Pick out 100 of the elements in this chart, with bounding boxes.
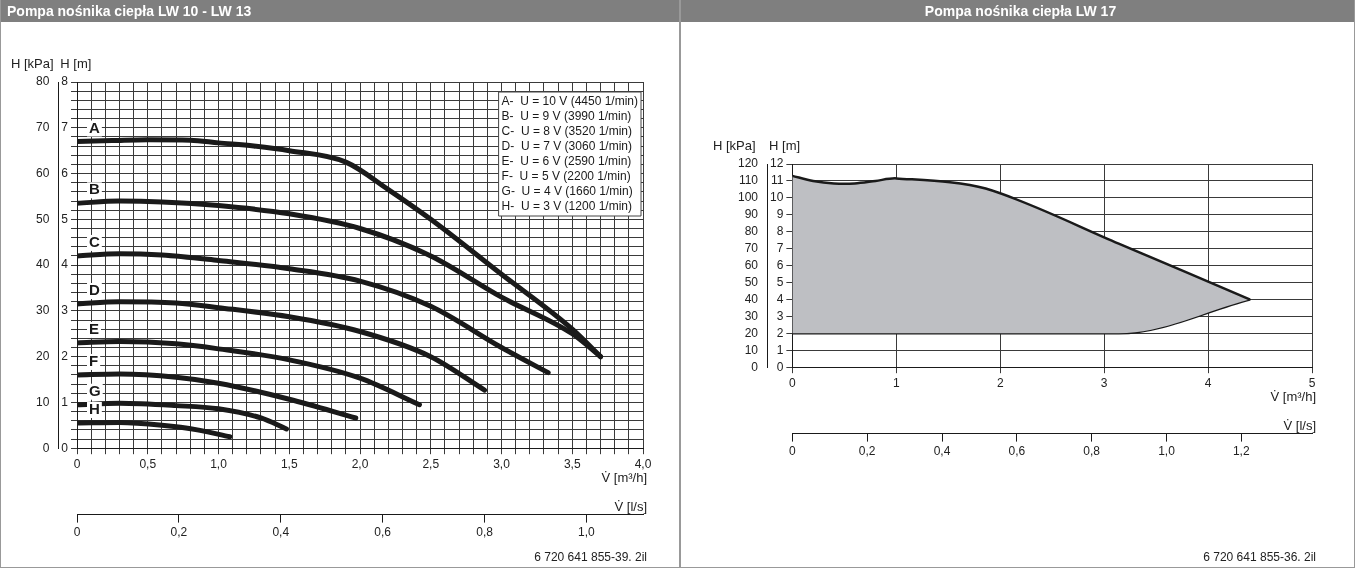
y-tick-label: 6 (61, 165, 69, 180)
x-tick-label: 1 (892, 375, 900, 390)
series-label: C (89, 233, 101, 251)
y-tick-label: 2 (61, 348, 69, 363)
y-tick-label: 10 (770, 190, 784, 205)
y-tick-label: 12 (770, 156, 784, 171)
text: 6 720 641 855-39. 2il (534, 550, 647, 564)
y2-tick-label: 80 (744, 224, 759, 239)
x-tick-label: 2,5 (422, 456, 440, 471)
x-tick-label: 2,0 (351, 456, 369, 471)
y-tick-label: 5 (61, 211, 69, 226)
x-tick-label: 0,5 (139, 456, 157, 471)
x-axis-title: V̇ [m³/h] (601, 470, 647, 486)
y-tick-label: 0 (776, 359, 784, 374)
x2-tick-label: 0,4 (933, 444, 951, 459)
y-tick-label: 1 (61, 394, 69, 409)
y-tick-label: 4 (776, 291, 784, 306)
chart-title: Pompa nośnika ciepła LW 10 - LW 13 (1, 0, 679, 22)
text: 6 720 641 855-36. 2il (1203, 550, 1316, 564)
y-axis-title: H [m] (60, 56, 92, 71)
y2-tick-label: 80 (35, 74, 50, 89)
x-tick-label: 2 (996, 375, 1004, 390)
annotation: F- U = 5 V (2200 1/min) (501, 168, 631, 183)
y-tick-label: 4 (61, 257, 69, 272)
y2-tick-label: 20 (35, 348, 50, 363)
chart-title: Pompa nośnika ciepła LW 17 (681, 0, 1354, 22)
y2-axis-title: H [kPa] (11, 56, 54, 71)
y2-tick-label: 60 (744, 257, 759, 272)
y-tick-label: 8 (61, 74, 69, 89)
y-tick-label: 0 (61, 440, 69, 455)
x2-tick-label: 0,2 (858, 444, 876, 459)
series-label: E (89, 320, 100, 338)
y-tick-label: 6 (776, 257, 784, 272)
y2-tick-label: 30 (35, 303, 50, 318)
y2-axis-title: H [kPa] (713, 138, 756, 153)
x-tick-label: 1,0 (210, 456, 228, 471)
y2-tick-label: 70 (35, 120, 50, 135)
x-tick-label: 0 (789, 375, 797, 390)
annotation: D- U = 7 V (3060 1/min) (501, 138, 632, 153)
y-tick-label: 7 (776, 240, 784, 255)
x-tick-label: 3,0 (493, 456, 511, 471)
y-tick-label: 2 (776, 325, 784, 340)
series-label: H (89, 400, 100, 418)
y-axis-title: H [m] (769, 138, 801, 153)
y2-tick-label: 30 (744, 308, 759, 323)
y-tick-label: 3 (776, 308, 784, 323)
y2-tick-label: 110 (738, 173, 759, 188)
y2-tick-label: 0 (751, 359, 759, 374)
annotation: C- U = 8 V (3520 1/min) (501, 123, 632, 138)
x-tick-label: 3,5 (563, 456, 581, 471)
series-label: A (89, 118, 101, 136)
x-tick-label: 1,5 (280, 456, 298, 471)
annotation: A- U = 10 V (4450 1/min) (501, 93, 639, 108)
x-tick-label: 4 (1204, 375, 1212, 390)
y2-tick-label: 50 (744, 274, 759, 289)
y2-tick-label: 0 (42, 440, 50, 455)
series-label: F (89, 352, 99, 370)
y-tick-label: 3 (61, 303, 69, 318)
annotation: H- U = 3 V (1200 1/min) (501, 198, 632, 213)
y2-tick-label: 10 (35, 394, 50, 409)
x-tick-label: 3 (1100, 375, 1108, 390)
y2-tick-label: 40 (35, 257, 50, 272)
y2-tick-label: 120 (737, 156, 759, 171)
x2-tick-label: 0,8 (476, 525, 494, 540)
series-label: B (89, 180, 101, 198)
x2-tick-label: 0,6 (1008, 444, 1026, 459)
annotation: G- U = 4 V (1660 1/min) (501, 183, 633, 198)
y-tick-label: 7 (61, 120, 69, 135)
x2-tick-label: 0,8 (1083, 444, 1101, 459)
x2-tick-label: 0 (789, 444, 797, 459)
x2-tick-label: 1,2 (1232, 444, 1250, 459)
x2-tick-label: 0,6 (374, 525, 392, 540)
y2-tick-label: 40 (744, 291, 759, 306)
series-label: G (89, 381, 101, 399)
x2-tick-label: 0 (73, 525, 81, 540)
y2-tick-label: 100 (737, 190, 759, 205)
x2-tick-label: 1,0 (578, 525, 596, 540)
y-tick-label: 1 (776, 342, 784, 357)
x-tick-label: 4,0 (634, 456, 652, 471)
x2-tick-label: 1,0 (1158, 444, 1176, 459)
y-tick-label: 8 (776, 224, 784, 239)
y2-tick-label: 70 (744, 240, 759, 255)
x2-tick-label: 0,2 (170, 525, 188, 540)
x2-axis-title: V̇ [l/s] (1283, 417, 1316, 433)
y-tick-label: 11 (770, 173, 784, 188)
x2-tick-label: 0,4 (272, 525, 290, 540)
y2-tick-label: 10 (744, 342, 759, 357)
annotation: E- U = 6 V (2590 1/min) (501, 153, 632, 168)
x-axis-title: V̇ [m³/h] (1270, 389, 1316, 405)
y2-tick-label: 20 (744, 325, 759, 340)
x-tick-label: 5 (1308, 375, 1316, 390)
y2-tick-label: 90 (744, 207, 759, 222)
annotation: B- U = 9 V (3990 1/min) (501, 108, 632, 123)
x2-axis-title: V̇ [l/s] (614, 498, 647, 514)
y2-tick-label: 50 (35, 211, 50, 226)
y-tick-label: 5 (776, 274, 784, 289)
y2-tick-label: 60 (35, 165, 50, 180)
y-tick-label: 9 (776, 207, 784, 222)
series-label: D (89, 281, 101, 299)
x-tick-label: 0 (73, 456, 81, 471)
